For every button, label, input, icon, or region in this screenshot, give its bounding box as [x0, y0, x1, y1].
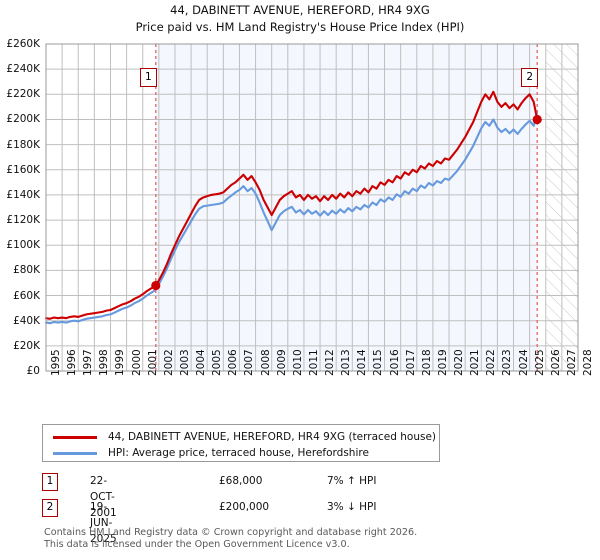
footer-line-2: This data is licensed under the Open Gov…	[44, 538, 350, 550]
footer-line-1: Contains HM Land Registry data © Crown c…	[44, 527, 418, 538]
x-tick-label: 2005	[211, 349, 224, 376]
legend-label: HPI: Average price, terraced house, Here…	[108, 447, 369, 459]
y-tick-label: £100K	[6, 239, 40, 252]
legend-color-swatch	[53, 452, 97, 455]
chart-legend: 44, DABINETT AVENUE, HEREFORD, HR4 9XG (…	[42, 424, 440, 462]
chart-title-subtitle: Price paid vs. HM Land Registry's House …	[135, 20, 465, 34]
x-tick-label: 2001	[146, 349, 159, 376]
x-tick-label: 2013	[340, 349, 353, 376]
x-tick-label: 1996	[66, 349, 79, 376]
transaction-date: 19-JUN-2025	[90, 501, 117, 545]
plot-marker-badge-2: 2	[521, 68, 539, 87]
x-tick-label: 1999	[114, 349, 127, 376]
x-tick-label: 2006	[227, 349, 240, 376]
legend-label: 44, DABINETT AVENUE, HEREFORD, HR4 9XG (…	[108, 431, 436, 443]
y-tick-label: £20K	[13, 339, 40, 352]
legend-color-swatch	[53, 436, 97, 439]
x-tick-label: 2027	[565, 349, 578, 376]
x-tick-label: 2018	[420, 349, 433, 376]
plot-area	[44, 43, 579, 372]
x-tick-label: 2007	[243, 349, 256, 376]
x-tick-label: 2016	[388, 349, 401, 376]
y-tick-label: £220K	[6, 88, 40, 101]
x-tick-label: 2015	[372, 349, 385, 376]
y-tick-label: £0	[26, 365, 40, 377]
y-tick-label: £40K	[13, 314, 40, 327]
x-tick-label: 2017	[404, 349, 417, 376]
y-tick-label: £260K	[6, 38, 40, 50]
x-tick-label: 2024	[517, 349, 530, 376]
x-tick-label: 2019	[436, 349, 449, 376]
x-tick-label: 2012	[324, 349, 337, 376]
x-tick-label: 2014	[356, 349, 369, 376]
x-tick-label: 2026	[549, 349, 562, 376]
x-tick-label: 2002	[162, 349, 175, 376]
transaction-index-badge: 1	[42, 473, 58, 491]
x-tick-label: 2000	[130, 349, 143, 376]
x-tick-label: 1998	[98, 349, 111, 376]
x-tick-label: 2025	[533, 349, 546, 376]
x-tick-label: 1997	[82, 349, 95, 376]
x-tick-label: 2020	[453, 349, 466, 376]
transaction-price: £200,000	[219, 501, 270, 513]
x-tick-label: 2004	[195, 349, 208, 376]
transaction-index-badge: 2	[42, 499, 58, 517]
x-tick-label: 2003	[178, 349, 191, 376]
y-tick-label: £180K	[6, 138, 40, 151]
y-tick-label: £200K	[6, 113, 40, 126]
x-tick-label: 2022	[485, 349, 498, 376]
x-tick-label: 1995	[50, 349, 62, 376]
y-tick-label: £60K	[13, 289, 40, 302]
x-tick-label: 2010	[291, 349, 304, 376]
transaction-date: 22-OCT-2001	[90, 475, 117, 519]
chart-title-line1: 44, DABINETT AVENUE, HEREFORD, HR4 9XG	[170, 3, 430, 17]
y-tick-label: £140K	[6, 188, 40, 201]
transaction-hpi-delta: 7% ↑ HPI	[327, 475, 377, 487]
x-tick-label: 2011	[307, 349, 320, 376]
transaction-price: £68,000	[219, 475, 263, 487]
y-tick-label: £120K	[6, 214, 40, 227]
y-tick-label: £80K	[13, 264, 40, 277]
y-tick-label: £240K	[6, 63, 40, 76]
x-tick-label: 2028	[582, 349, 594, 376]
transaction-hpi-delta: 3% ↓ HPI	[327, 501, 377, 513]
plot-marker-badge-1: 1	[139, 68, 157, 87]
x-tick-label: 2021	[469, 349, 482, 376]
footer-attribution: Contains HM Land Registry data © Crown c…	[44, 527, 584, 550]
x-tick-label: 2008	[259, 349, 272, 376]
x-tick-label: 2023	[501, 349, 514, 376]
y-tick-label: £160K	[6, 163, 40, 176]
x-tick-label: 2009	[275, 349, 288, 376]
